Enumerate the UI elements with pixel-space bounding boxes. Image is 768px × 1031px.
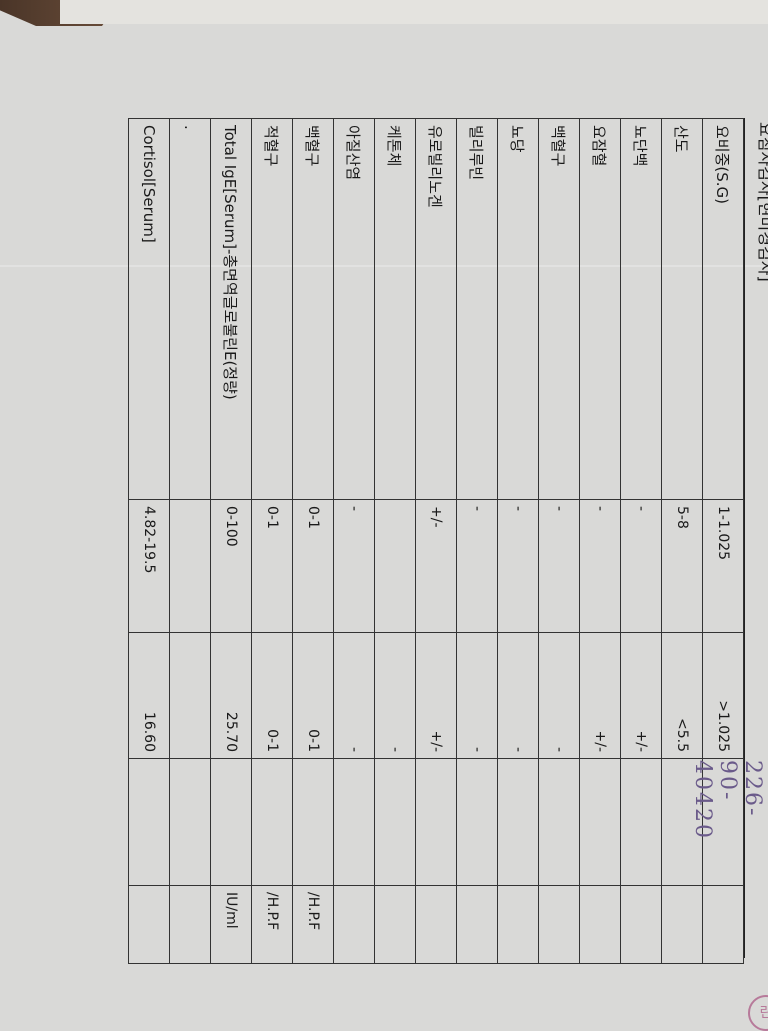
unit: /H.P.F (251, 885, 293, 964)
unit (538, 885, 580, 964)
unit: IU/ml (210, 885, 252, 964)
table-row: 아질산염 - - (333, 118, 375, 964)
table-row: 요잠혈 - +/- (579, 118, 621, 964)
table-row: 뇨단백 - +/- (620, 118, 662, 964)
table-row: Cortisol[Serum] 4.82-19.5 16.60 (128, 118, 170, 964)
flag-cell (374, 758, 416, 886)
table-row: 빌리루빈 - - (456, 118, 498, 964)
test-name: 아질산염 (333, 118, 375, 500)
test-name: 뇨당 (497, 118, 539, 500)
result-value: - (497, 632, 539, 759)
reference-range: +/- (415, 499, 457, 633)
test-name: . (169, 118, 211, 500)
result-value: - (333, 632, 375, 759)
unit (497, 885, 539, 964)
table-row: 뇨당 - - (497, 118, 539, 964)
reference-range: - (456, 499, 498, 633)
unit (579, 885, 621, 964)
table-row: 백혈구 - - (538, 118, 580, 964)
result-value: - (374, 632, 416, 759)
flag-cell (333, 758, 375, 886)
flag-cell (251, 758, 293, 886)
result-value: 25.70 (210, 632, 252, 759)
flag-cell (169, 758, 211, 886)
result-value: - (538, 632, 580, 759)
unit (169, 885, 211, 964)
table-row: Total IgE[Serum]-총면역글로불린E(정량) 0-100 25.70 I… (210, 118, 252, 964)
reference-range: - (620, 499, 662, 633)
result-value: +/- (620, 632, 662, 759)
reference-range: - (497, 499, 539, 633)
flag-cell (210, 758, 252, 886)
flag-cell (128, 758, 170, 886)
reference-range: - (538, 499, 580, 633)
urinalysis-results-sheet: 요침사검사[현미경검사] 요비중(S.G) 1-1.025 >1.025 산도 5-8 <… (128, 118, 768, 964)
test-name: Cortisol[Serum] (128, 118, 170, 500)
unit (128, 885, 170, 964)
test-name: 백혈구 (292, 118, 334, 500)
test-name: Total IgE[Serum]-총면역글로불린E(정량) (210, 118, 252, 500)
table-row: 케톤체 - (374, 118, 416, 964)
result-value: >1.025 (702, 632, 744, 759)
table-row: 백혈구 0-1 0-1/H.P.F (292, 118, 334, 964)
flag-cell (538, 758, 580, 886)
unit (702, 885, 744, 964)
results-table: 요비중(S.G) 1-1.025 >1.025 산도 5-8 <5.5 뇨단백 - +/- 요잠혈… (128, 118, 744, 964)
result-value (169, 632, 211, 759)
unit (620, 885, 662, 964)
paper-fold (0, 265, 768, 267)
test-name: 백혈구 (538, 118, 580, 500)
test-name: 유로빌리노겐 (415, 118, 457, 500)
reference-range (169, 499, 211, 633)
reference-range: 4.82-19.5 (128, 499, 170, 633)
reference-range (374, 499, 416, 633)
result-value: 0-1 (292, 632, 334, 759)
test-name: 요비중(S.G) (702, 118, 744, 500)
handwritten-number: 226-90-40420 (690, 760, 765, 840)
result-value: +/- (415, 632, 457, 759)
unit (415, 885, 457, 964)
result-value: 0-1 (251, 632, 293, 759)
reference-range: 1-1.025 (702, 499, 744, 633)
paper-underneath (60, 0, 768, 24)
flag-cell (292, 758, 334, 886)
test-name: 뇨단백 (620, 118, 662, 500)
flag-cell (456, 758, 498, 886)
test-name: 빌리루빈 (456, 118, 498, 500)
test-name: 적혈구 (251, 118, 293, 500)
result-value: 16.60 (128, 632, 170, 759)
result-value: +/- (579, 632, 621, 759)
flag-cell (579, 758, 621, 886)
test-name: 케톤체 (374, 118, 416, 500)
reference-range: 5-8 (661, 499, 703, 633)
unit (374, 885, 416, 964)
reference-range: - (579, 499, 621, 633)
table-row: 적혈구 0-1 0-1/H.P.F (251, 118, 293, 964)
flag-cell (497, 758, 539, 886)
unit: /H.P.F (292, 885, 334, 964)
reference-range: 0-100 (210, 499, 252, 633)
flag-cell (620, 758, 662, 886)
reference-range: - (333, 499, 375, 633)
result-value: - (456, 632, 498, 759)
test-name: 산도 (661, 118, 703, 500)
reference-range: 0-1 (292, 499, 334, 633)
table-row: 유로빌리노겐 +/- +/- (415, 118, 457, 964)
unit (333, 885, 375, 964)
unit (661, 885, 703, 964)
reference-range: 0-1 (251, 499, 293, 633)
flag-cell (415, 758, 457, 886)
result-value: <5.5 (661, 632, 703, 759)
stamp: 린 (748, 995, 768, 1031)
unit (456, 885, 498, 964)
test-name: 요잠혈 (579, 118, 621, 500)
table-row: . (169, 118, 211, 964)
